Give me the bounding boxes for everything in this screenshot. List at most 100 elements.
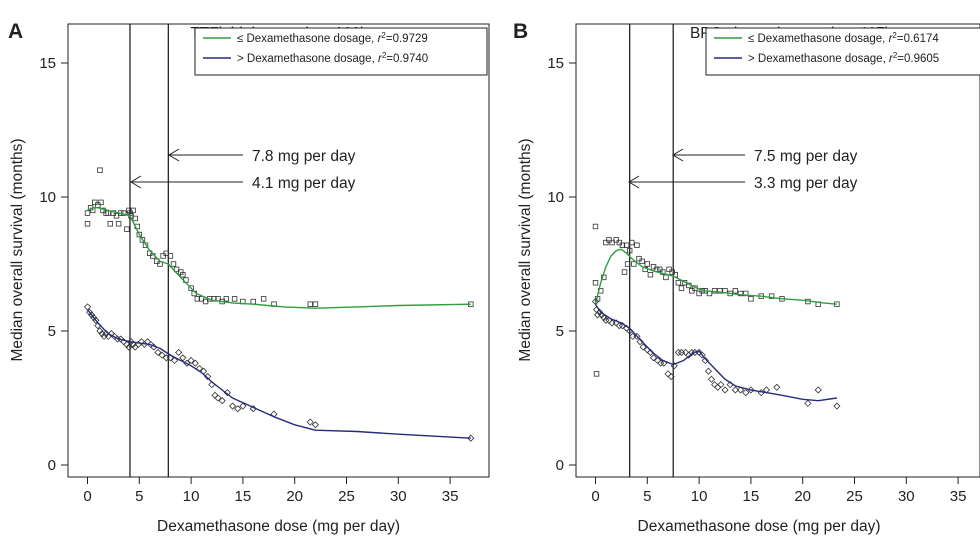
y-tick-label: 15 [547, 55, 564, 72]
data-point [621, 269, 628, 275]
data-point [721, 386, 729, 394]
data-point [629, 239, 635, 246]
data-point [624, 261, 631, 267]
data-point [682, 348, 690, 357]
x-axis-label: Dexamethasone dose (mg per day) [157, 518, 400, 535]
series-high-dose [83, 303, 475, 442]
legend-series-name: ≤ Dexamethasone dosage, [748, 33, 885, 45]
data-point [187, 356, 195, 365]
legend: ≤ Dexamethasone dosage, r2=0.9729 > Dexam… [194, 27, 488, 76]
legend-r-symbol: r [889, 53, 894, 65]
data-point [139, 237, 146, 243]
data-point [188, 285, 194, 291]
x-tick-label: 15 [235, 488, 252, 505]
y-tick-label: 10 [39, 189, 56, 206]
data-point [84, 221, 91, 227]
annotation-arrow-head [130, 175, 142, 189]
legend-series-name: ≤ Dexamethasone dosage, [237, 33, 374, 45]
data-point [88, 311, 96, 319]
data-point [631, 261, 637, 267]
data-point [312, 301, 319, 307]
data-point [731, 386, 739, 394]
legend-entry: ≤ Dexamethasone dosage, r2=0.6174 [748, 31, 939, 45]
data-point [768, 293, 775, 299]
trend-line [594, 303, 838, 402]
data-point [231, 296, 238, 302]
y-axis: 0 5 10 15 [547, 55, 576, 474]
y-axis-label: Median overall survival (months) [517, 138, 534, 361]
data-point [592, 280, 599, 286]
data-point [86, 308, 94, 316]
data-point [773, 383, 781, 391]
data-point [833, 402, 841, 410]
legend-entry: ≤ Dexamethasone dosage, r2=0.9729 [237, 31, 428, 45]
legend-r-symbol: r [378, 53, 383, 65]
series-high-dose [591, 297, 841, 410]
data-point [311, 421, 319, 429]
data-point [84, 210, 91, 216]
x-tick-label: 10 [691, 488, 708, 505]
data-point [467, 434, 475, 442]
x-tick-label: 5 [135, 488, 143, 505]
annotation-label: 3.3 mg per day [754, 175, 858, 192]
data-point [698, 351, 706, 359]
data-point [307, 301, 313, 307]
threshold-annotation: 4.1 mg per day [130, 175, 356, 192]
x-tick-label: 10 [183, 488, 200, 505]
x-tick-label: 20 [286, 488, 303, 505]
data-point [194, 296, 201, 302]
data-point [107, 221, 113, 227]
data-point [260, 296, 267, 302]
data-point [127, 338, 135, 346]
data-point [660, 269, 666, 275]
data-point [592, 223, 599, 230]
data-point [123, 340, 131, 348]
legend-r-symbol: r [378, 33, 383, 45]
data-point [711, 381, 719, 389]
data-point [732, 288, 739, 294]
data-point [180, 272, 186, 278]
data-point [626, 247, 633, 254]
data-point [704, 367, 712, 375]
data-point [125, 343, 133, 351]
data-point [717, 381, 725, 389]
data-point [639, 343, 647, 351]
x-tick-label: 20 [794, 488, 811, 505]
data-point [211, 391, 219, 399]
x-tick-label: 30 [390, 488, 407, 505]
data-point [596, 308, 604, 316]
data-point [167, 253, 174, 259]
y-axis-label: Median overall survival (months) [9, 138, 26, 361]
chart-panel-B: BBPC chemotherapy (n = 117)0510152025303… [513, 20, 980, 535]
data-point [748, 296, 754, 302]
x-tick-label: 0 [83, 488, 91, 505]
plot-area [591, 24, 841, 477]
annotation-arrow-head [672, 148, 684, 162]
legend: ≤ Dexamethasone dosage, r2=0.6174> Dexam… [705, 27, 980, 76]
data-point [667, 372, 675, 381]
annotation-label: 7.8 mg per day [252, 148, 356, 165]
data-point [664, 370, 672, 378]
legend-r-superscript: 2 [893, 51, 898, 60]
data-point [663, 274, 669, 281]
legend-r-superscript: 2 [892, 31, 897, 40]
data-point [714, 383, 722, 391]
series-low-dose [592, 223, 840, 377]
x-axis: 0 5 10 15 20 25 30 35 [83, 477, 458, 505]
trend-line [594, 248, 837, 305]
x-tick-label: 35 [442, 488, 459, 505]
trend-line [86, 309, 471, 439]
data-point [97, 167, 103, 173]
data-point [804, 399, 812, 407]
data-point [619, 242, 626, 248]
y-tick-label: 10 [547, 189, 564, 206]
legend-r-symbol: r [889, 33, 894, 45]
legend-series-name: > Dexamethasone dosage, [237, 53, 375, 65]
annotation-arrow-head [628, 175, 640, 189]
legend-r-superscript: 2 [381, 31, 386, 40]
threshold-annotation: 7.8 mg per day [168, 148, 356, 165]
data-point [634, 242, 640, 248]
data-point [218, 397, 226, 405]
data-point [736, 386, 745, 394]
